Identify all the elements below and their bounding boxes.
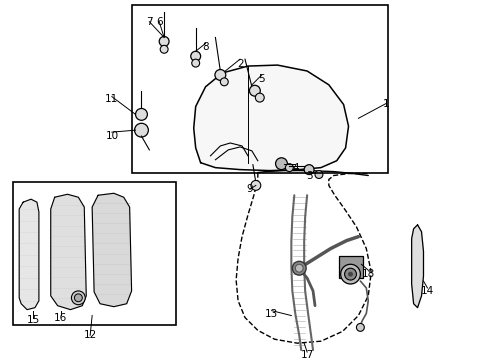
Text: 14: 14 bbox=[421, 286, 434, 296]
Circle shape bbox=[315, 171, 323, 179]
Circle shape bbox=[160, 45, 168, 53]
Circle shape bbox=[348, 272, 352, 276]
Polygon shape bbox=[194, 65, 348, 171]
Polygon shape bbox=[412, 225, 423, 308]
Circle shape bbox=[191, 51, 200, 61]
Text: 9: 9 bbox=[246, 184, 253, 194]
Text: 8: 8 bbox=[202, 42, 209, 52]
Circle shape bbox=[249, 85, 260, 96]
Circle shape bbox=[286, 164, 294, 172]
Circle shape bbox=[251, 180, 261, 190]
Text: 18: 18 bbox=[362, 269, 375, 279]
Text: 17: 17 bbox=[300, 350, 314, 360]
Circle shape bbox=[136, 108, 147, 120]
Circle shape bbox=[159, 36, 169, 46]
Circle shape bbox=[215, 69, 226, 80]
Circle shape bbox=[293, 261, 306, 275]
Text: 6: 6 bbox=[156, 17, 163, 27]
Circle shape bbox=[135, 123, 148, 137]
Circle shape bbox=[192, 59, 199, 67]
Bar bbox=[339, 256, 363, 278]
Polygon shape bbox=[92, 193, 132, 307]
Text: 2: 2 bbox=[237, 59, 244, 69]
Text: 7: 7 bbox=[146, 17, 153, 27]
Polygon shape bbox=[51, 194, 86, 310]
Polygon shape bbox=[19, 199, 39, 310]
Text: 10: 10 bbox=[105, 131, 119, 141]
Bar bbox=[132, 5, 388, 172]
Circle shape bbox=[74, 294, 82, 302]
Text: 3: 3 bbox=[306, 171, 313, 180]
Text: 5: 5 bbox=[258, 74, 265, 84]
Circle shape bbox=[356, 323, 365, 331]
Circle shape bbox=[255, 93, 264, 102]
Circle shape bbox=[304, 165, 314, 175]
Text: 1: 1 bbox=[383, 99, 390, 109]
Text: 4: 4 bbox=[292, 163, 298, 173]
Text: 11: 11 bbox=[105, 94, 119, 104]
Text: 13: 13 bbox=[265, 309, 278, 319]
Circle shape bbox=[341, 264, 360, 284]
Circle shape bbox=[295, 264, 303, 272]
Circle shape bbox=[220, 78, 228, 86]
Circle shape bbox=[344, 268, 356, 280]
Text: 12: 12 bbox=[84, 330, 97, 340]
Circle shape bbox=[72, 291, 85, 305]
Text: 15: 15 bbox=[26, 315, 40, 325]
Circle shape bbox=[275, 158, 288, 170]
Text: 16: 16 bbox=[54, 312, 67, 323]
Bar bbox=[13, 183, 176, 325]
